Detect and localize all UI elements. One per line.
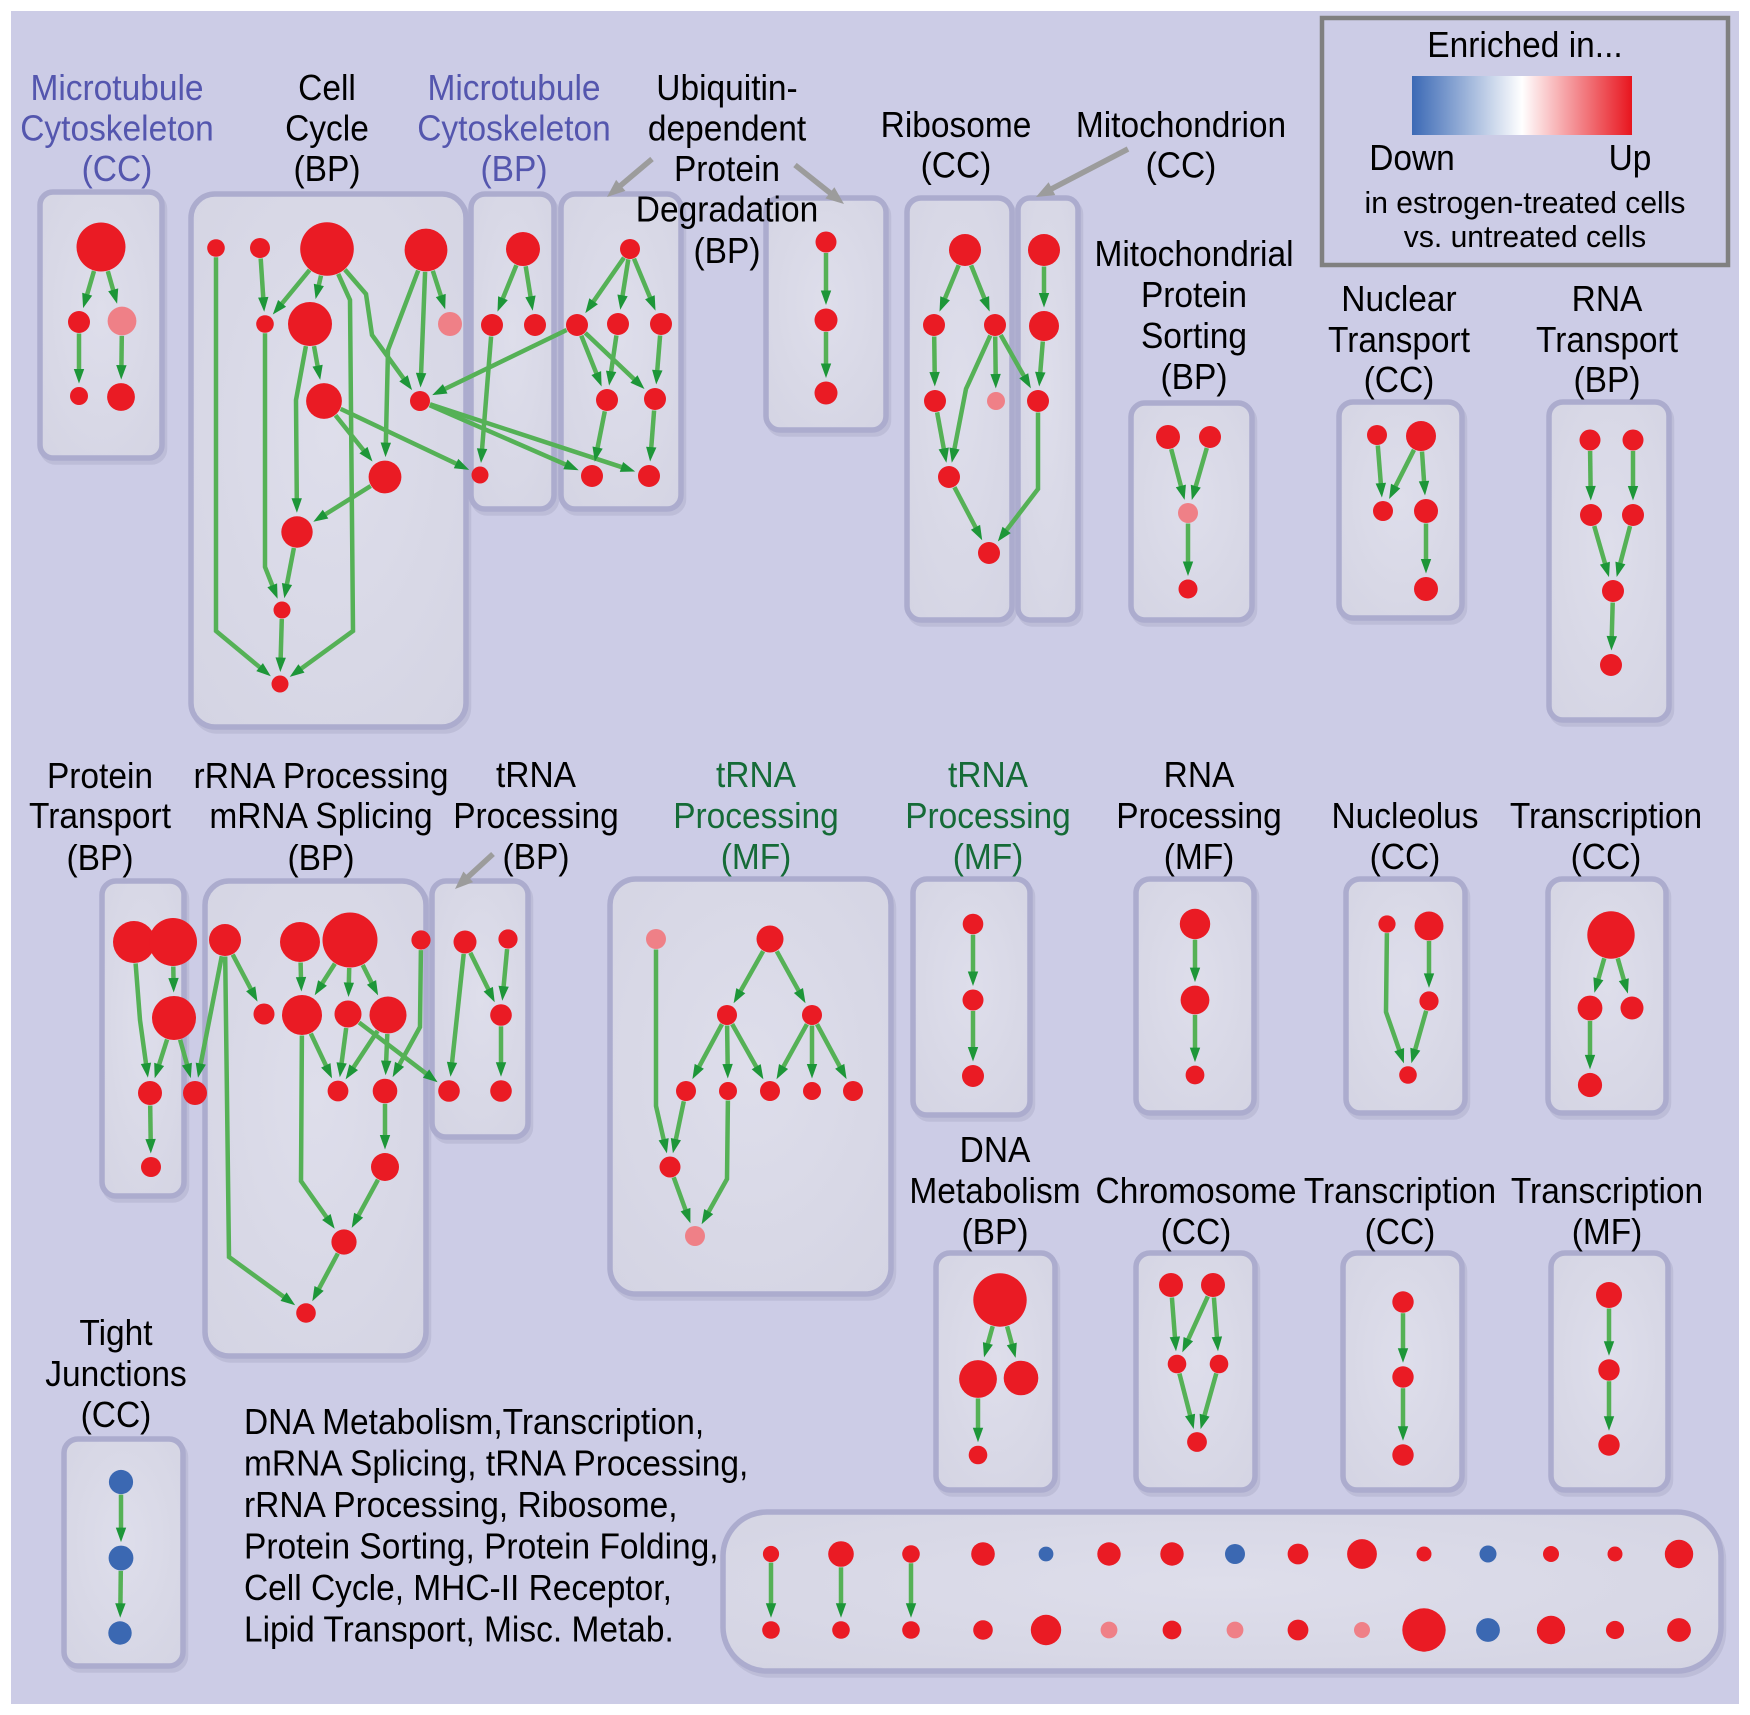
svg-text:(MF): (MF)	[1164, 836, 1235, 877]
svg-text:Mitochondrial: Mitochondrial	[1094, 233, 1293, 274]
svg-text:(CC): (CC)	[921, 145, 992, 186]
svg-text:(CC): (CC)	[1161, 1211, 1232, 1252]
svg-text:(MF): (MF)	[953, 836, 1024, 877]
svg-text:(BP): (BP)	[694, 230, 761, 271]
svg-text:(CC): (CC)	[1146, 145, 1217, 186]
svg-text:Cytoskeleton: Cytoskeleton	[20, 108, 214, 149]
svg-text:(BP): (BP)	[1161, 356, 1228, 397]
svg-text:RNA: RNA	[1572, 278, 1643, 319]
svg-text:in estrogen-treated cells: in estrogen-treated cells	[1365, 185, 1686, 220]
svg-text:Up: Up	[1609, 137, 1652, 178]
svg-text:Ribosome: Ribosome	[881, 104, 1032, 145]
svg-text:dependent: dependent	[648, 108, 806, 149]
svg-text:Junctions: Junctions	[45, 1353, 186, 1394]
svg-text:rRNA Processing: rRNA Processing	[194, 755, 449, 796]
svg-text:Nucleolus: Nucleolus	[1332, 795, 1479, 836]
svg-text:Transport: Transport	[1536, 319, 1678, 360]
svg-text:rRNA Processing, Ribosome,: rRNA Processing, Ribosome,	[244, 1484, 678, 1525]
svg-text:Chromosome: Chromosome	[1096, 1170, 1297, 1211]
svg-text:(CC): (CC)	[1365, 1211, 1436, 1252]
svg-text:mRNA Splicing: mRNA Splicing	[209, 795, 432, 836]
svg-text:Mitochondrion: Mitochondrion	[1076, 104, 1286, 145]
svg-text:(CC): (CC)	[82, 148, 153, 189]
svg-text:Transport: Transport	[29, 795, 171, 836]
svg-text:Processing: Processing	[453, 795, 619, 836]
svg-text:(BP): (BP)	[67, 837, 134, 878]
svg-text:Protein Sorting, Protein Foldi: Protein Sorting, Protein Folding,	[244, 1526, 719, 1567]
svg-text:Transcription: Transcription	[1510, 795, 1702, 836]
svg-text:Processing: Processing	[905, 795, 1071, 836]
svg-text:Lipid Transport, Misc. Metab.: Lipid Transport, Misc. Metab.	[244, 1609, 674, 1650]
svg-text:Microtubule: Microtubule	[427, 67, 600, 108]
svg-text:Processing: Processing	[673, 795, 839, 836]
svg-text:Cycle: Cycle	[285, 108, 369, 149]
svg-text:Processing: Processing	[1116, 795, 1282, 836]
svg-text:Protein: Protein	[1141, 274, 1247, 315]
svg-text:Sorting: Sorting	[1141, 315, 1247, 356]
svg-text:(BP): (BP)	[503, 836, 570, 877]
svg-text:(BP): (BP)	[1574, 359, 1641, 400]
svg-text:Transport: Transport	[1328, 319, 1470, 360]
svg-text:Transcription: Transcription	[1511, 1170, 1703, 1211]
svg-text:tRNA: tRNA	[948, 754, 1028, 795]
svg-text:Degradation: Degradation	[636, 189, 818, 230]
svg-text:Transcription: Transcription	[1304, 1170, 1496, 1211]
svg-text:(CC): (CC)	[1571, 836, 1642, 877]
svg-text:(BP): (BP)	[288, 837, 355, 878]
svg-text:tRNA: tRNA	[716, 754, 796, 795]
svg-text:(CC): (CC)	[1364, 359, 1435, 400]
svg-text:RNA: RNA	[1164, 754, 1235, 795]
svg-text:Ubiquitin-: Ubiquitin-	[656, 67, 797, 108]
svg-text:Cell: Cell	[298, 67, 356, 108]
svg-text:tRNA: tRNA	[496, 754, 576, 795]
svg-text:mRNA Splicing, tRNA Processing: mRNA Splicing, tRNA Processing,	[244, 1443, 748, 1484]
svg-text:Cell Cycle, MHC-II Receptor,: Cell Cycle, MHC-II Receptor,	[244, 1567, 672, 1608]
svg-text:DNA: DNA	[960, 1129, 1031, 1170]
svg-text:(BP): (BP)	[962, 1211, 1029, 1252]
svg-text:Protein: Protein	[674, 148, 780, 189]
svg-text:Metabolism: Metabolism	[909, 1170, 1080, 1211]
svg-text:Nuclear: Nuclear	[1341, 278, 1456, 319]
svg-text:(BP): (BP)	[481, 148, 548, 189]
svg-text:(CC): (CC)	[1370, 836, 1441, 877]
svg-text:(MF): (MF)	[1572, 1211, 1643, 1252]
svg-text:DNA Metabolism,Transcription,: DNA Metabolism,Transcription,	[244, 1401, 704, 1442]
svg-text:Protein: Protein	[47, 755, 153, 796]
svg-text:Microtubule: Microtubule	[30, 67, 203, 108]
svg-text:(MF): (MF)	[721, 836, 792, 877]
svg-text:vs. untreated cells: vs. untreated cells	[1404, 219, 1646, 254]
svg-text:Cytoskeleton: Cytoskeleton	[417, 108, 611, 149]
svg-text:(BP): (BP)	[294, 148, 361, 189]
svg-text:Enriched in...: Enriched in...	[1427, 24, 1622, 65]
svg-text:(CC): (CC)	[81, 1394, 152, 1435]
svg-text:Down: Down	[1369, 137, 1455, 178]
svg-text:Tight: Tight	[79, 1312, 152, 1353]
